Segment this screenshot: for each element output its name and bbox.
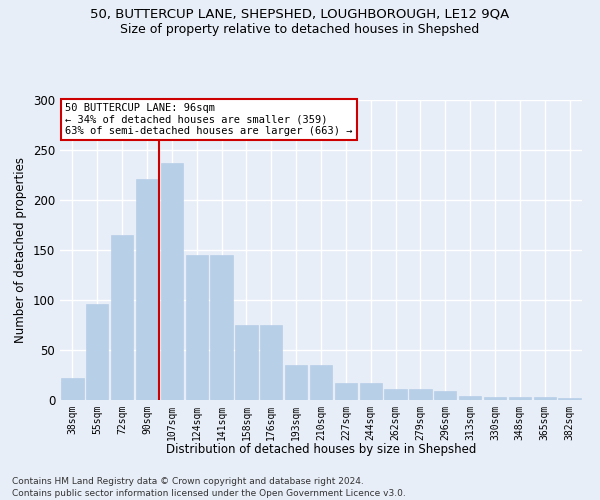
Bar bbox=[434, 391, 457, 400]
Bar bbox=[111, 235, 133, 400]
Text: 50, BUTTERCUP LANE, SHEPSHED, LOUGHBOROUGH, LE12 9QA: 50, BUTTERCUP LANE, SHEPSHED, LOUGHBOROU… bbox=[91, 8, 509, 20]
Bar bbox=[211, 255, 233, 400]
Bar bbox=[359, 383, 382, 400]
Bar bbox=[335, 383, 357, 400]
Bar bbox=[559, 398, 581, 400]
Text: Size of property relative to detached houses in Shepshed: Size of property relative to detached ho… bbox=[121, 22, 479, 36]
Bar bbox=[533, 397, 556, 400]
Text: Contains public sector information licensed under the Open Government Licence v3: Contains public sector information licen… bbox=[12, 489, 406, 498]
Bar bbox=[185, 255, 208, 400]
Bar bbox=[409, 389, 431, 400]
Bar bbox=[61, 378, 83, 400]
Text: 50 BUTTERCUP LANE: 96sqm
← 34% of detached houses are smaller (359)
63% of semi-: 50 BUTTERCUP LANE: 96sqm ← 34% of detach… bbox=[65, 103, 353, 136]
Y-axis label: Number of detached properties: Number of detached properties bbox=[14, 157, 28, 343]
Text: Contains HM Land Registry data © Crown copyright and database right 2024.: Contains HM Land Registry data © Crown c… bbox=[12, 478, 364, 486]
Bar bbox=[235, 325, 257, 400]
Bar bbox=[509, 397, 531, 400]
Text: Distribution of detached houses by size in Shepshed: Distribution of detached houses by size … bbox=[166, 442, 476, 456]
Bar bbox=[161, 163, 183, 400]
Bar bbox=[484, 397, 506, 400]
Bar bbox=[285, 365, 307, 400]
Bar bbox=[136, 179, 158, 400]
Bar bbox=[310, 365, 332, 400]
Bar bbox=[260, 325, 283, 400]
Bar bbox=[86, 304, 109, 400]
Bar bbox=[459, 396, 481, 400]
Bar bbox=[385, 389, 407, 400]
